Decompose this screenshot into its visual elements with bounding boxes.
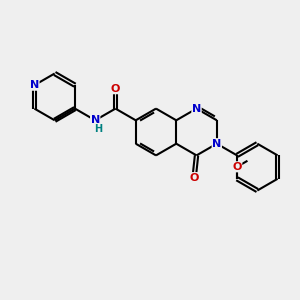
Text: O: O <box>111 84 120 94</box>
Text: N: N <box>91 115 100 125</box>
Text: H: H <box>94 124 102 134</box>
Text: N: N <box>30 80 39 90</box>
Text: N: N <box>212 139 221 149</box>
Text: O: O <box>189 172 199 183</box>
Text: N: N <box>192 103 201 114</box>
Text: O: O <box>232 162 242 172</box>
